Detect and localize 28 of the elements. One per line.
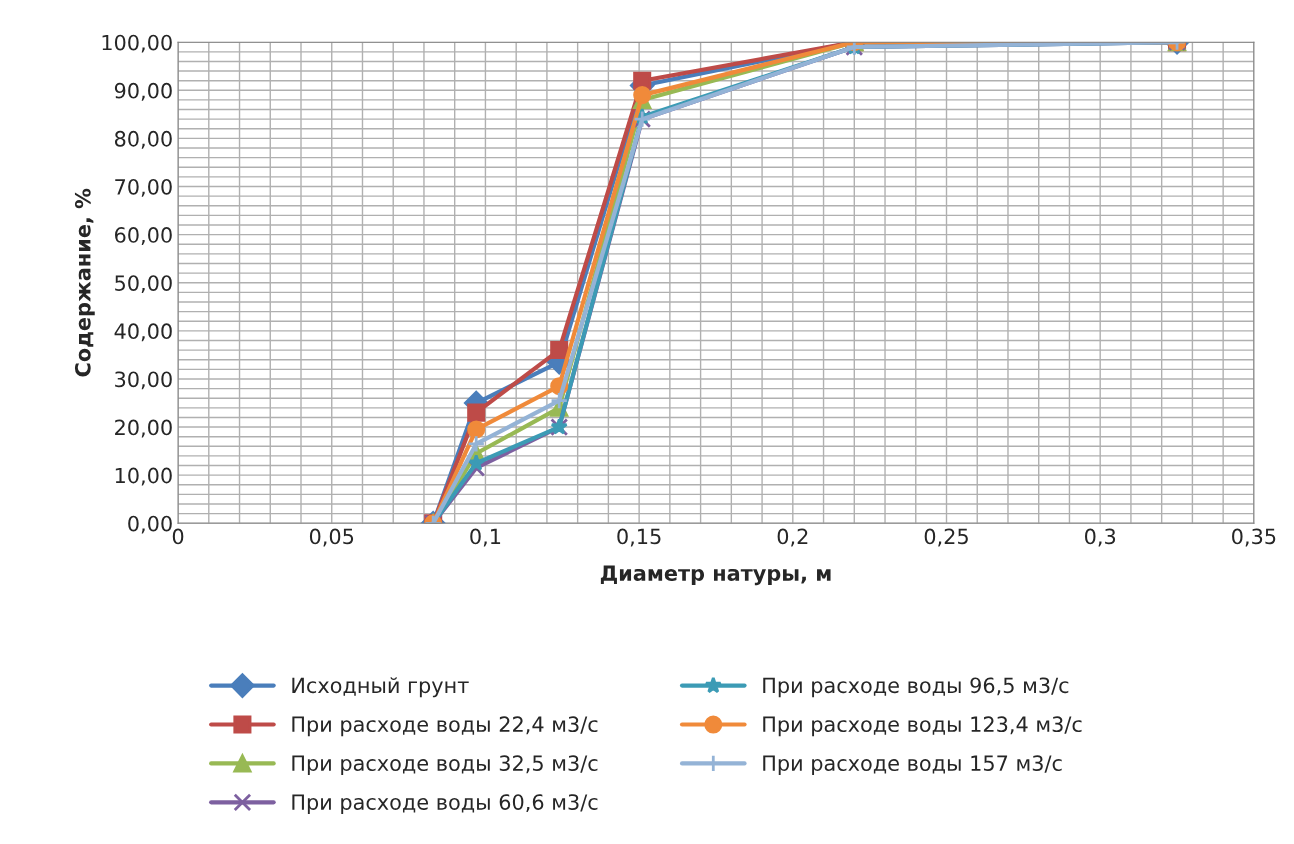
x-tick-label: 0	[172, 528, 184, 545]
y-tick-label: 40,00	[114, 323, 172, 342]
x-tick-label: 0,1	[470, 528, 501, 547]
y-tick-label: 50,00	[115, 275, 172, 294]
y-tick-label: 90,00	[114, 82, 172, 101]
legend-label: При расходе воды 22,4 м3/с	[292, 716, 598, 737]
x-tick-label: 0,05	[309, 528, 354, 547]
x-tick-label: 0,3	[1085, 528, 1116, 547]
legend-label: При расходе воды 32,5 м3/с	[292, 755, 598, 776]
x-tick-label: 0,2	[777, 528, 808, 547]
x-tick-label: 0,15	[617, 528, 661, 547]
x-tick-label: 0,25	[924, 528, 968, 547]
y-tick-label: 20,00	[115, 419, 172, 438]
x-tick-label: 0,35	[1232, 528, 1276, 547]
x-axis-title: Диаметр натуры, м	[600, 565, 831, 586]
legend-label: Исходный грунт	[292, 677, 469, 698]
y-tick-label: 100,00	[102, 34, 172, 53]
legend-label: При расходе воды 60,6 м3/с	[292, 794, 598, 814]
y-tick-label: 10,00	[115, 467, 172, 486]
y-tick-label: 60,00	[115, 227, 172, 245]
y-tick-label: 70,00	[115, 178, 172, 197]
legend-label: При расходе воды 96,5 м3/с	[763, 677, 1069, 698]
legend-label: При расходе воды 157 м3/с	[763, 755, 1062, 776]
legend-label: При расходе воды 123,4 м3/с	[763, 716, 1082, 737]
y-tick-label: 30,00	[115, 371, 172, 390]
y-tick-label: 0,00	[128, 515, 172, 534]
y-axis-title: Содержание, %	[74, 188, 95, 377]
y-tick-label: 80,00	[114, 130, 172, 149]
